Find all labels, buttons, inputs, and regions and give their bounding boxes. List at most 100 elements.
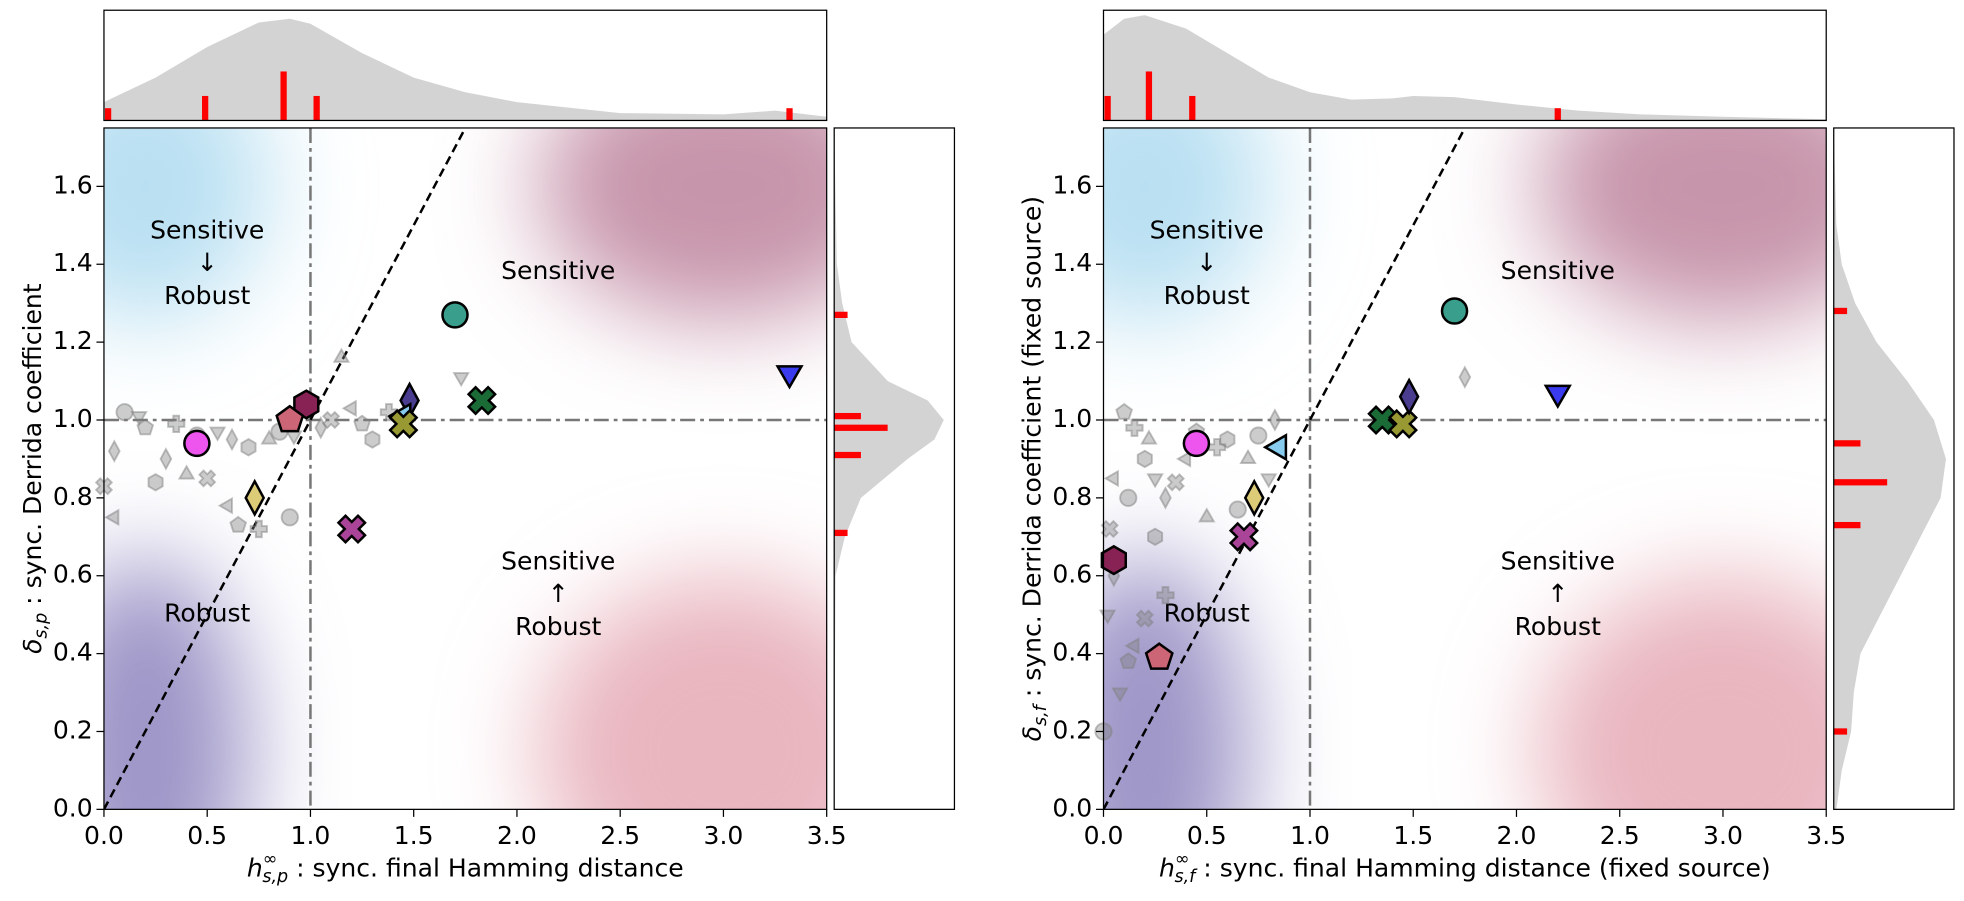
data-point xyxy=(1135,609,1154,628)
data-point xyxy=(1262,433,1288,462)
data-point xyxy=(321,410,341,430)
data-point xyxy=(1146,473,1164,489)
label-sup: ∞ xyxy=(263,849,278,869)
region-label: Sensitive xyxy=(1150,216,1264,245)
data-point xyxy=(1176,450,1192,468)
label-symbol: δ xyxy=(18,639,47,654)
identity-group xyxy=(103,127,467,810)
y-tick-label: 1.2 xyxy=(53,326,93,355)
y-tick-label: 1.0 xyxy=(53,404,93,433)
x-tick-label: 0.5 xyxy=(1187,821,1227,850)
plot-frame xyxy=(1102,127,1827,810)
data-point xyxy=(1115,402,1133,420)
y-tick-label: 0.4 xyxy=(53,638,93,667)
y-tick-label: 1.4 xyxy=(53,248,93,277)
data-point xyxy=(1103,469,1119,488)
hist-bar xyxy=(280,71,287,121)
data-point xyxy=(452,372,470,388)
region-label: ↓ xyxy=(1196,248,1217,277)
region-label: Sensitive xyxy=(501,547,615,576)
kde-area xyxy=(1103,15,1827,121)
data-point xyxy=(336,513,367,545)
x-axis-label: h∞ s,p : sync. final Hamming distance xyxy=(247,849,684,887)
x-tick-label: 3.5 xyxy=(1806,821,1846,850)
x-tick-label: 3.5 xyxy=(807,821,847,850)
data-point xyxy=(1228,521,1259,552)
region-label: ↑ xyxy=(1547,579,1568,608)
data-point xyxy=(1156,586,1175,605)
data-point xyxy=(1125,418,1144,437)
label-text: : sync. final Hamming distance xyxy=(288,853,684,882)
y-tick-label: 1.0 xyxy=(1052,404,1092,433)
region-label: Sensitive xyxy=(1501,547,1615,576)
hist-bar xyxy=(313,95,320,121)
hist-bar xyxy=(1104,95,1111,121)
hist-bar xyxy=(1833,728,1848,735)
x-tick-label: 1.5 xyxy=(1393,821,1433,850)
hist-bar xyxy=(834,451,861,459)
y-axis-label: δs,p : sync. Derrida coefficient xyxy=(18,283,52,654)
y-tick-label: 0.0 xyxy=(53,793,93,822)
data-point xyxy=(107,439,121,463)
region-shade xyxy=(1537,575,1827,810)
region-label: Robust xyxy=(164,281,250,310)
y-tick-label: 0.0 xyxy=(1052,793,1092,822)
y-tick-label: 0.8 xyxy=(53,482,93,511)
data-point xyxy=(147,473,164,492)
data-point xyxy=(104,508,120,527)
y-tick-label: 0.2 xyxy=(53,715,93,744)
kde-area xyxy=(1833,127,1946,810)
data-point xyxy=(353,414,371,432)
data-point xyxy=(775,365,804,390)
data-point xyxy=(275,404,305,433)
data-point xyxy=(1239,448,1257,464)
data-point xyxy=(293,389,320,420)
data-point xyxy=(364,430,381,449)
region-shade xyxy=(1537,127,1827,323)
y-tick-label: 0.6 xyxy=(1052,560,1092,589)
data-point xyxy=(332,347,351,363)
plot-frame xyxy=(103,127,828,810)
data-point xyxy=(136,418,155,436)
data-point xyxy=(441,301,469,329)
region-label: Sensitive xyxy=(501,256,615,285)
marginal-frame xyxy=(1833,127,1955,810)
hist-bar xyxy=(1145,71,1153,121)
data-point xyxy=(1543,384,1572,410)
x-tick-label: 2.5 xyxy=(600,821,640,850)
data-point xyxy=(1147,527,1164,547)
x-tick-label: 2.0 xyxy=(1497,821,1537,850)
label-sub: s,f xyxy=(1174,867,1198,887)
data-point xyxy=(1249,426,1268,445)
hist-bar xyxy=(1833,479,1888,486)
data-point xyxy=(249,519,268,539)
hist-bar xyxy=(834,424,888,431)
label-sup: ∞ xyxy=(1175,849,1190,869)
region-label: Robust xyxy=(1164,281,1250,310)
data-point xyxy=(1398,377,1420,416)
data-point xyxy=(1136,449,1153,469)
y-tick-label: 1.2 xyxy=(1052,326,1092,355)
background xyxy=(103,127,827,810)
y-tick-label: 1.6 xyxy=(1052,170,1092,199)
hist-bar xyxy=(786,108,793,121)
data-point xyxy=(1268,408,1282,432)
region-shade xyxy=(537,127,827,323)
data-point xyxy=(115,403,134,422)
data-point xyxy=(208,426,227,442)
data-point xyxy=(229,515,248,533)
identity-line xyxy=(103,127,467,810)
x-axis-label: h∞ s,f : sync. final Hamming distance (fi… xyxy=(1159,849,1771,887)
marginal-frame xyxy=(1102,9,1827,122)
region-shade xyxy=(1103,127,1269,323)
hist-bar xyxy=(1189,95,1196,121)
y-tick-label: 0.4 xyxy=(1052,638,1092,667)
label-sub: s,p xyxy=(31,613,51,639)
x-tick-label: 0.0 xyxy=(84,821,124,850)
x-tick-label: 1.0 xyxy=(291,821,331,850)
data-point xyxy=(1100,544,1128,576)
region-label: Sensitive xyxy=(1501,256,1615,285)
data-point xyxy=(1124,637,1140,655)
region-label: ↑ xyxy=(548,579,569,608)
